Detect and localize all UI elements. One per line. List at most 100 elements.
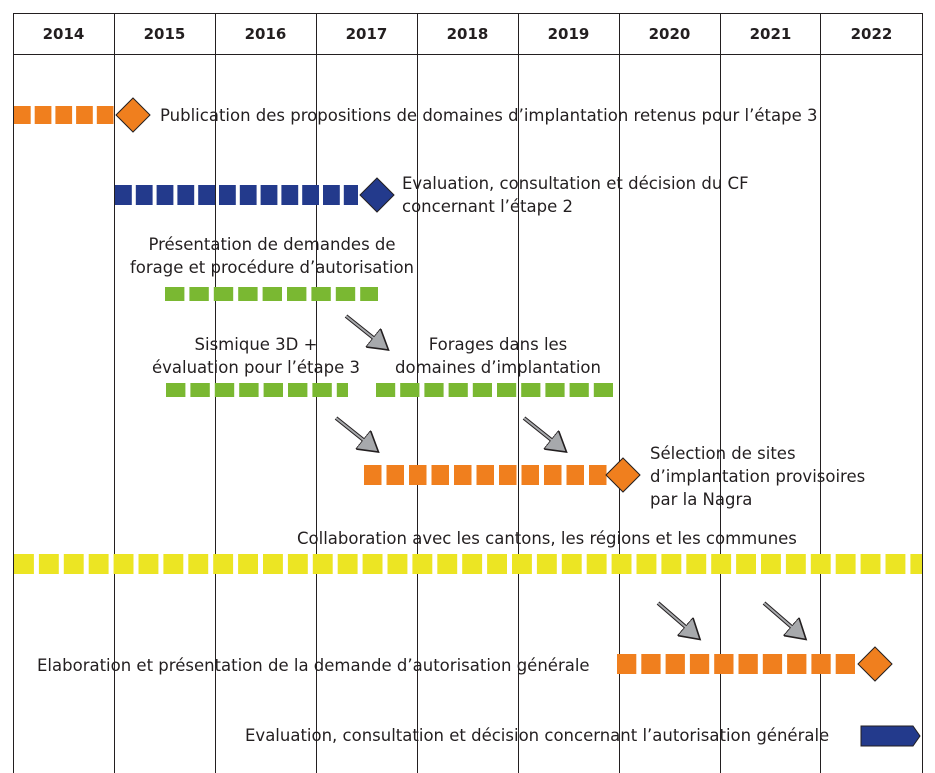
bar-segment [214, 383, 235, 397]
bar-segment [738, 654, 758, 674]
bar-collaboration [14, 554, 922, 574]
bar-segment [569, 383, 589, 397]
milestone-diamond-selection [605, 457, 641, 493]
bar-segment [448, 383, 468, 397]
bar-sismique [166, 383, 348, 397]
bar-segment [364, 465, 382, 485]
label-line: forage et procédure d’autorisation [129, 258, 415, 277]
bar-segment [262, 287, 282, 301]
bar-segment [611, 554, 632, 574]
label-evaluation-cf: Evaluation, consultation et décision du … [402, 172, 749, 218]
milestone-diamond-publication [115, 97, 151, 133]
label-line: domaines d’implantation [395, 358, 601, 377]
bar-segment [376, 383, 396, 397]
grid-line [619, 13, 620, 773]
bar-segment [497, 383, 517, 397]
bar-segment [437, 554, 458, 574]
label-line: Sélection de sites [650, 444, 796, 463]
milestone-diamond-evaluation-cf [359, 177, 395, 213]
bar-segment [661, 554, 682, 574]
bar-segment [198, 185, 215, 205]
bar-segment [499, 465, 517, 485]
label-line: Evaluation, consultation et décision du … [402, 174, 749, 193]
bar-segment [14, 106, 31, 124]
bar-segment [336, 383, 348, 397]
label-line: Sismique 3D + [194, 335, 318, 354]
bar-segment [34, 106, 52, 124]
bar-segment [288, 383, 308, 397]
bar-segment [213, 287, 234, 301]
bar-segment [312, 383, 332, 397]
bar-segment [593, 383, 613, 397]
bar-segment [360, 287, 378, 301]
bar-segment [566, 465, 584, 485]
bar-publication [14, 106, 114, 124]
bar-segment [589, 465, 607, 485]
bar-segment [281, 185, 299, 205]
label-publication: Publication des propositions de domaines… [160, 106, 818, 125]
bar-segment [239, 185, 257, 205]
label-elaboration: Elaboration et présentation de la demand… [37, 656, 590, 675]
bar-evaluation-cf [115, 185, 358, 205]
bar-segment [213, 554, 234, 574]
flow-arrow-fill [763, 602, 795, 630]
label-forage: Présentation de demandes de forage et pr… [122, 233, 422, 279]
bar-segment [323, 185, 340, 205]
bar-segment [617, 654, 637, 674]
year-header: 2014 2015 2016 2017 2018 2019 2020 2021 … [13, 13, 922, 55]
bar-segment [736, 554, 756, 574]
bar-segment [454, 465, 472, 485]
label-collaboration: Collaboration avec les cantons, les régi… [297, 529, 797, 548]
bar-segment [586, 554, 607, 574]
bar-segment [335, 287, 356, 301]
bar-segment [188, 554, 209, 574]
grid-line [820, 13, 821, 773]
bar-segment [714, 654, 734, 674]
year-2020: 2020 [648, 25, 691, 43]
bar-segment [163, 554, 184, 574]
bar-segment [238, 554, 258, 574]
bar-segment [166, 383, 186, 397]
bar-segment [412, 554, 433, 574]
bar-segment [337, 554, 358, 574]
year-2015: 2015 [143, 25, 186, 43]
bar-segment [711, 554, 732, 574]
grid-line [720, 13, 721, 773]
timeline-frame [13, 13, 923, 773]
bar-segment [810, 554, 831, 574]
grid-line [114, 13, 115, 773]
year-2016: 2016 [244, 25, 287, 43]
bar-segment [55, 106, 73, 124]
label-forages: Forages dans les domaines d’implantation [388, 333, 608, 379]
flow-arrow-fill [657, 602, 689, 630]
year-2022: 2022 [850, 25, 893, 43]
bar-segment [156, 185, 174, 205]
bar-segment [263, 383, 283, 397]
bar-elaboration [617, 654, 855, 674]
bar-segment [545, 383, 565, 397]
flow-arrow-fill [335, 417, 367, 443]
bar-segment [686, 554, 707, 574]
bar-segment [641, 654, 661, 674]
bar-segment [521, 383, 541, 397]
bar-segment [312, 554, 333, 574]
bar-segment [762, 654, 783, 674]
bar-segment [287, 554, 308, 574]
year-2019: 2019 [547, 25, 590, 43]
bar-segment [785, 554, 806, 574]
label-line: par la Nagra [650, 490, 753, 509]
bar-segment [910, 554, 922, 574]
grid-line [518, 13, 519, 773]
bar-segment [536, 554, 557, 574]
label-line: d’implantation provisoires [650, 467, 866, 486]
bar-segment [521, 465, 539, 485]
bar-segment [665, 654, 685, 674]
bar-segment [431, 465, 449, 485]
bar-segment [689, 654, 710, 674]
bar-segment [287, 287, 307, 301]
bar-segment [76, 106, 93, 124]
bar-segment [409, 465, 427, 485]
bar-segment [487, 554, 507, 574]
bar-forages [376, 383, 613, 397]
bar-segment [387, 554, 408, 574]
